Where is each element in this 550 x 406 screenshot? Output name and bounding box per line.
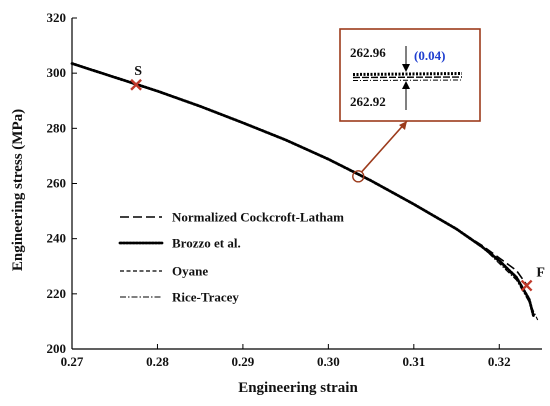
inset-difference: (0.04) (414, 48, 445, 63)
inset-upper-value: 262.96 (350, 45, 386, 60)
marker-s (130, 78, 142, 91)
x-tick-label: 0.27 (61, 354, 84, 369)
zoom-circle (352, 170, 365, 183)
y-axis: 200 220 240 260 280 300 320 (47, 10, 77, 356)
marker-layer: SF (130, 64, 545, 292)
series-line-4 (71, 62, 539, 321)
legend-label-3: Oyane (172, 264, 208, 279)
x-tick-label: 0.28 (146, 354, 169, 369)
x-tick-label: 0.32 (488, 354, 511, 369)
x-tick-label: 0.29 (232, 354, 255, 369)
y-tick-label: 260 (47, 176, 67, 191)
y-tick-label: 240 (47, 231, 67, 246)
inset-lower-value: 262.92 (350, 94, 386, 109)
y-tick-label: 320 (47, 10, 67, 25)
inset-curve-lower (352, 79, 463, 81)
y-tick-label: 280 (47, 120, 67, 135)
marker-cross-stroke (130, 78, 142, 91)
zoom-arrowhead (399, 121, 407, 130)
x-axis: 0.27 0.28 0.29 0.30 0.31 0.32 (61, 344, 511, 369)
zoom-arrow-line (360, 120, 408, 173)
inset-arrow-up-head (402, 81, 410, 89)
legend-label-1: Normalized Cockcroft-Latham (172, 210, 344, 225)
series-layer (70, 62, 539, 321)
x-axis-title: Engineering strain (238, 380, 358, 396)
legend: Normalized Cockcroft-Latham Brozzo et al.… (118, 210, 344, 305)
marker-label-s: S (134, 64, 142, 79)
y-tick-label: 200 (47, 341, 67, 356)
inset-arrow-down-head (402, 64, 410, 72)
y-tick-label: 300 (47, 65, 67, 80)
y-tick-label: 220 (47, 286, 67, 301)
marker-cross-stroke (520, 279, 533, 292)
zoom-inset: 262.96 262.92 (0.04) (339, 28, 481, 183)
legend-label-2: Brozzo et al. (172, 236, 241, 251)
y-axis-title: Engineering stress (MPa) (10, 109, 26, 271)
inset-curve-upper (352, 72, 463, 76)
x-tick-label: 0.30 (317, 354, 340, 369)
x-tick-label: 0.31 (402, 354, 425, 369)
marker-label-f: F (536, 266, 545, 281)
legend-label-4: Rice-Tracey (172, 290, 239, 305)
marker-f (520, 279, 533, 292)
inset-curve-middle (352, 76, 463, 79)
